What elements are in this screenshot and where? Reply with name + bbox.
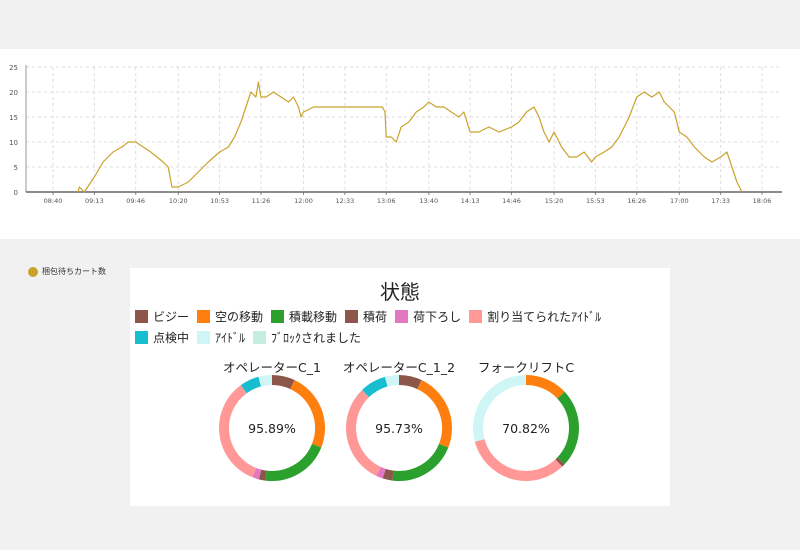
x-tick-label: 17:33: [711, 197, 730, 205]
donut-title: フォークリフトC: [477, 360, 575, 375]
x-tick-label: 13:06: [377, 197, 396, 205]
series-line: [77, 81, 743, 193]
legend-label: 空の移動: [215, 310, 264, 324]
y-tick-label: 0: [14, 189, 18, 197]
legend-swatch-icon: [253, 331, 267, 344]
donut-slice[interactable]: [555, 457, 565, 467]
x-tick-label: 16:26: [627, 197, 646, 205]
donut-slice[interactable]: [557, 391, 579, 465]
donut-slice[interactable]: [346, 389, 381, 476]
x-tick-label: 09:46: [126, 197, 145, 205]
x-tick-label: 15:20: [545, 197, 564, 205]
legend-item[interactable]: 積荷: [345, 308, 387, 325]
line-chart: 0 5 10 15 20 25 08:40 09:13 09:46 10:20 10:53 11:26…: [9, 64, 782, 205]
donut-slice[interactable]: [265, 443, 322, 481]
legend-label: 積載移動: [289, 310, 338, 324]
donut-slice[interactable]: [384, 375, 400, 387]
x-tick-label: 14:46: [502, 197, 521, 205]
legend-swatch-icon: [395, 310, 409, 323]
x-tick-label: 11:26: [252, 197, 271, 205]
donut-slice[interactable]: [392, 443, 449, 481]
legend-label: 点検中: [153, 331, 190, 345]
x-tick-label: 18:06: [753, 197, 772, 205]
donut-chart: 95.89%: [219, 374, 325, 481]
x-tick-label: 12:00: [294, 197, 313, 205]
donut-slice[interactable]: [398, 375, 422, 390]
donut-slice[interactable]: [240, 376, 262, 394]
y-tick-label: 5: [14, 164, 18, 172]
donut-slice[interactable]: [219, 385, 257, 478]
donut-slice[interactable]: [473, 375, 527, 442]
line-legend-label: 梱包待ちカート数: [42, 267, 106, 276]
donut-title: オペレーターC_1: [223, 360, 321, 375]
x-tick-label: 10:20: [169, 197, 188, 205]
legend-label: 割り当てられたｱｲﾄﾞﾙ: [487, 310, 602, 324]
legend-label: ｱｲﾄﾞﾙ: [215, 331, 246, 345]
legend-swatch-icon: [469, 310, 483, 323]
legend-swatch-icon: [135, 331, 148, 344]
donut-title: オペレーターC_1_2: [342, 360, 456, 375]
legend-item[interactable]: 荷下ろし: [395, 308, 461, 325]
donut-slice[interactable]: [258, 374, 273, 387]
donut-slice[interactable]: [525, 375, 565, 399]
legend-label: ビジー: [153, 310, 190, 324]
legend-item[interactable]: 空の移動: [197, 308, 263, 325]
legend-item[interactable]: ｱｲﾄﾞﾙ: [197, 329, 245, 346]
donut-slice[interactable]: [252, 467, 262, 480]
donut-chart: 70.82%: [473, 375, 579, 481]
line-chart-panel: 0 5 10 15 20 25 08:40 09:13 09:46 10:20 10:53 11:26…: [0, 49, 800, 277]
legend-dot-icon: [28, 266, 38, 277]
donut-slice[interactable]: [290, 380, 325, 448]
status-chart-panel: 状態 ビジー 空の移動 積載移動 積荷 荷下ろし 割り当てられたｱｲﾄﾞﾙ 点検中 ｱｲﾄﾞ…: [130, 268, 670, 506]
donut-slice[interactable]: [271, 375, 295, 390]
legend-swatch-icon: [197, 331, 211, 344]
y-tick-label: 10: [9, 139, 18, 147]
donut-slice[interactable]: [258, 469, 267, 481]
x-tick-label: 13:40: [419, 197, 438, 205]
x-tick-label: 17:00: [670, 197, 689, 205]
legend-label: 積荷: [363, 310, 388, 324]
status-legend-row-1: ビジー 空の移動 積載移動 積荷 荷下ろし 割り当てられたｱｲﾄﾞﾙ: [135, 308, 609, 325]
legend-item[interactable]: 積載移動: [271, 308, 337, 325]
legend-label: ﾌﾞﾛｯｸされました: [271, 331, 362, 345]
legend-swatch-icon: [197, 310, 211, 323]
donut-slice[interactable]: [474, 438, 563, 481]
donut-slice[interactable]: [376, 466, 386, 479]
donut-slice[interactable]: [417, 380, 452, 448]
x-tick-label: 10:53: [210, 197, 229, 205]
legend-item[interactable]: ﾌﾞﾛｯｸされました: [253, 329, 361, 346]
legend-item[interactable]: 点検中: [135, 329, 189, 346]
status-chart-title: 状態: [380, 280, 420, 304]
x-tick-label: 12:33: [336, 197, 355, 205]
y-tick-label: 20: [9, 89, 18, 97]
status-legend-row-2: 点検中 ｱｲﾄﾞﾙ ﾌﾞﾛｯｸされました: [135, 329, 369, 346]
legend-label: 荷下ろし: [413, 310, 462, 324]
legend-swatch-icon: [345, 310, 359, 323]
legend-item[interactable]: ビジー: [135, 308, 189, 325]
x-tick-label: 14:13: [461, 197, 480, 205]
x-tick-label: 15:53: [586, 197, 605, 205]
legend-item[interactable]: 割り当てられたｱｲﾄﾞﾙ: [469, 308, 601, 325]
donut-slice[interactable]: [382, 468, 394, 481]
donut-center-label: 95.89%: [248, 421, 296, 436]
donut-center-label: 95.73%: [375, 421, 423, 436]
x-tick-label: 09:13: [85, 197, 104, 205]
x-tick-label: 08:40: [44, 197, 63, 205]
legend-swatch-icon: [135, 310, 148, 323]
donut-slice[interactable]: [362, 376, 388, 398]
donut-center-label: 70.82%: [502, 421, 550, 436]
y-tick-label: 25: [9, 64, 18, 72]
donut-chart: 95.73%: [346, 375, 452, 481]
line-legend[interactable]: 梱包待ちカート数: [28, 266, 106, 277]
y-tick-label: 15: [9, 114, 18, 122]
legend-swatch-icon: [271, 310, 285, 323]
